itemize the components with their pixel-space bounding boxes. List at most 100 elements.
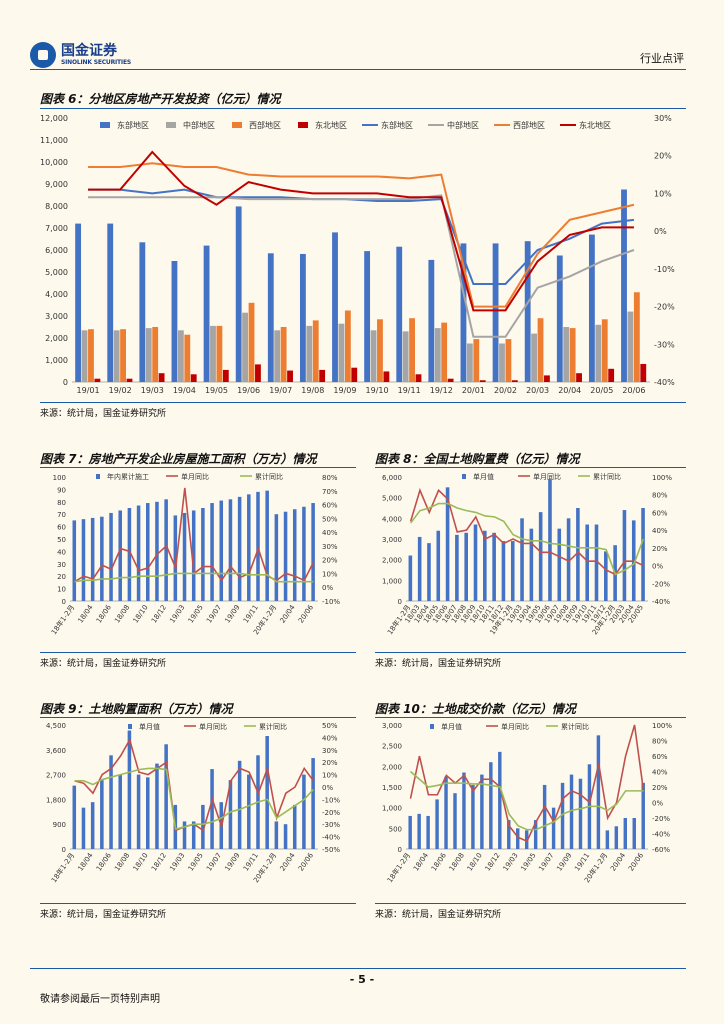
fig6-line xyxy=(88,150,634,312)
fig6-bar xyxy=(537,318,544,382)
fig6-bar xyxy=(235,206,242,382)
fig10-x-tick: 19/05 xyxy=(519,852,537,873)
fig9-chart: 0 900 1,800 2,700 3,600 4,500 -50% -40% -30% -20%… xyxy=(46,722,340,884)
fig10-y2-tick: 40% xyxy=(652,769,668,777)
fig10-bar xyxy=(516,828,520,849)
fig9-bar xyxy=(191,821,196,849)
fig6-title: 图表 6：分地区房地产开发投资（亿元）情况 xyxy=(40,92,281,106)
fig6-x-tick: 20/02 xyxy=(494,386,517,395)
fig10-line xyxy=(409,770,644,831)
fig7-bar xyxy=(302,506,306,601)
fig7-bar xyxy=(274,514,279,601)
fig9-x-tick: 18/04 xyxy=(76,851,94,873)
fig9-bar xyxy=(182,821,187,849)
fig7-legend-label: 累计同比 xyxy=(255,472,283,481)
fig6-bar xyxy=(370,330,377,382)
fig7-bar xyxy=(100,516,104,601)
fig9-y-tick: 0 xyxy=(62,846,66,854)
company-logo: 国金证券 SINOLINK SECURITIES xyxy=(30,40,131,70)
fig6-bar xyxy=(627,311,634,382)
fig10-x-tick: 19/09 xyxy=(555,852,573,873)
fig8-bar xyxy=(520,518,524,601)
fig10-bar xyxy=(480,774,484,849)
fig7-bar xyxy=(136,505,141,601)
fig10-bar xyxy=(489,762,493,849)
fig6-bar xyxy=(588,234,595,382)
fig9-line xyxy=(74,767,314,831)
fig6-legend-swatch xyxy=(232,122,242,128)
fig9-bar xyxy=(127,730,132,849)
fig6-bar xyxy=(113,330,120,382)
fig6-y2-tick: -10% xyxy=(654,265,675,274)
logo-icon xyxy=(30,42,56,68)
fig9-rule-bottom xyxy=(40,903,356,904)
fig7-legend-label: 年内累计施工 xyxy=(107,472,149,481)
fig9-x-tick: 20/04 xyxy=(279,851,297,873)
fig6-bar xyxy=(126,378,133,382)
fig6-bar xyxy=(544,375,550,382)
fig6-bar xyxy=(466,343,473,382)
fig10-bar xyxy=(632,818,636,849)
fig6-bar xyxy=(441,322,448,382)
fig7-y2-tick: -10% xyxy=(322,598,340,606)
fig7-bar xyxy=(247,494,251,601)
logo-cn: 国金证券 xyxy=(61,42,117,59)
fig6-y2-tick: 10% xyxy=(654,189,672,198)
fig7-y-tick: 10 xyxy=(57,586,66,594)
fig9-x-tick: 20/06 xyxy=(297,851,315,873)
fig7-bar xyxy=(256,491,260,601)
fig6-bar xyxy=(640,363,647,382)
fig8-source: 来源：统计局，国金证券研究所 xyxy=(375,659,502,669)
fig6-legend-label: 东部地区 xyxy=(117,120,149,130)
logo-en: SINOLINK SECURITIES xyxy=(61,58,131,66)
fig8-y2-tick: 80% xyxy=(652,492,668,500)
header-divider xyxy=(30,69,686,70)
fig6-y-tick: 2,000 xyxy=(45,334,68,343)
fig10-x-tick: 20/06 xyxy=(627,851,645,873)
fig9-legend-label: 累计同比 xyxy=(259,722,287,731)
fig6-bar xyxy=(274,330,281,382)
fig7-x-tick: 18年1-2月 xyxy=(49,603,76,636)
fig6-x-tick: 19/07 xyxy=(269,386,292,395)
fig6-bar xyxy=(81,330,88,382)
fig6-legend-label: 西部地区 xyxy=(513,120,545,130)
fig10-bar xyxy=(524,830,529,849)
fig8-y-tick: 6,000 xyxy=(382,474,402,482)
fig9-bar xyxy=(136,774,141,849)
fig8-legend-label: 单月同比 xyxy=(533,472,561,481)
fig6-bar xyxy=(563,327,570,382)
fig10-title: 图表 10：土地成交价款（亿元）情况 xyxy=(375,702,576,716)
fig7-x-tick: 19/09 xyxy=(223,604,241,625)
fig6-bar xyxy=(152,327,159,382)
fig10-line xyxy=(409,724,645,843)
fig8-bar xyxy=(427,543,431,601)
fig7-bar xyxy=(201,508,205,601)
fig10-y-tick: 2,000 xyxy=(382,763,402,771)
fig6-bar xyxy=(184,334,191,382)
fig10-legend-label: 累计同比 xyxy=(561,722,589,731)
fig6-x-tick: 19/01 xyxy=(77,386,100,395)
fig6-x-tick: 19/08 xyxy=(301,386,324,395)
fig8-y2-tick: -40% xyxy=(652,598,670,606)
fig6-bar xyxy=(312,320,319,382)
fig6-bar xyxy=(479,380,486,382)
fig10-y2-tick: -40% xyxy=(652,831,670,839)
fig9-bar xyxy=(155,763,159,849)
fig6-line xyxy=(88,162,635,308)
fig6-legend-label: 东北地区 xyxy=(579,120,611,130)
fig6-bar xyxy=(177,330,184,382)
fig7-rule xyxy=(40,467,356,468)
fig8-bar xyxy=(501,541,506,601)
fig9-y2-tick: 0% xyxy=(322,784,333,792)
fig6-bar xyxy=(415,374,422,382)
fig8-bar xyxy=(641,508,645,601)
fig9-legend-label: 单月值 xyxy=(139,722,160,731)
fig7-bar xyxy=(173,515,178,601)
fig9-x-tick: 19/07 xyxy=(205,852,223,873)
fig7-bar xyxy=(127,508,132,601)
fig6-y-tick: 5,000 xyxy=(45,268,68,277)
fig10-bar xyxy=(605,830,610,849)
fig6-bar xyxy=(344,310,351,382)
fig9-bar xyxy=(292,804,297,849)
